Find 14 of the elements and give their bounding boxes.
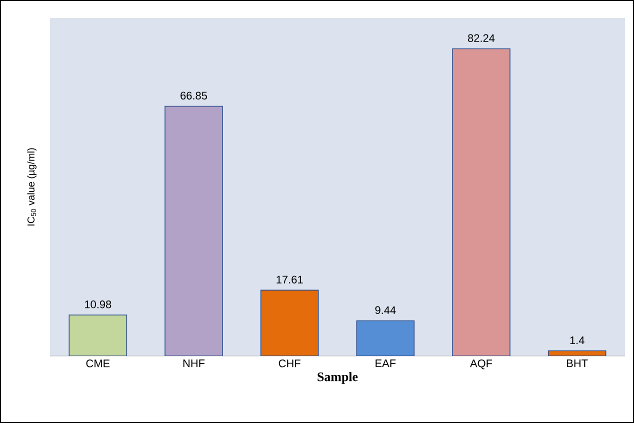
data-label: 1.4 bbox=[570, 336, 584, 344]
x-tick-label: BHT bbox=[567, 360, 588, 368]
x-tick-label: CHF bbox=[278, 360, 300, 368]
y-axis-title: IC$_{50}$ value (µg/ml) bbox=[27, 148, 36, 226]
x-tick-label: NHF bbox=[183, 360, 205, 368]
data-label: 82.24 bbox=[468, 34, 495, 42]
data-label: 10.98 bbox=[85, 300, 112, 308]
data-label: 17.61 bbox=[276, 276, 303, 284]
x-axis-title: Sample bbox=[318, 372, 358, 384]
data-label: 9.44 bbox=[375, 306, 396, 314]
x-tick-label: AQF bbox=[470, 360, 492, 370]
data-label: 66.85 bbox=[180, 92, 207, 100]
x-tick-label: CME bbox=[86, 360, 110, 368]
x-tick-label: EAF bbox=[376, 360, 396, 368]
